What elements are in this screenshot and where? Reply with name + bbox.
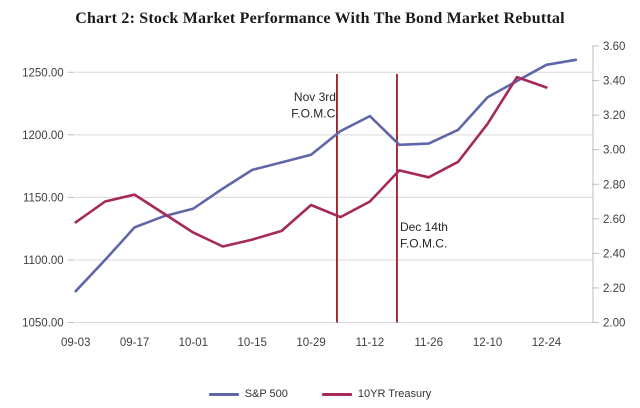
x-axis-tick-label: 11-12 bbox=[356, 337, 385, 349]
sp500-line bbox=[74, 58, 578, 293]
x-axis-tick-label: 10-01 bbox=[179, 337, 208, 349]
treasury-legend-swatch bbox=[321, 392, 352, 396]
treasury-legend-label: 10YR Treasury bbox=[357, 388, 432, 400]
x-axis-tick-label: 10-29 bbox=[296, 337, 325, 349]
right-axis-tick-label: 2.20 bbox=[603, 283, 625, 295]
treasury-line bbox=[74, 75, 548, 248]
right-axis-tick-label: 2.40 bbox=[603, 248, 625, 260]
x-axis-tick-label: 09-03 bbox=[61, 337, 90, 349]
legend: S&P 500 10YR Treasury bbox=[0, 388, 640, 400]
left-axis-tick-label: 1050.00 bbox=[22, 318, 64, 330]
fomc-annotation-label: Nov 3rd bbox=[294, 90, 336, 104]
sp500-legend-swatch bbox=[208, 392, 239, 396]
fomc-annotation-label: F.O.M.C. bbox=[291, 107, 338, 121]
right-axis-tick-label: 3.00 bbox=[603, 145, 625, 157]
right-axis-tick-label: 2.80 bbox=[603, 179, 625, 191]
x-axis-tick-label: 12-24 bbox=[532, 337, 562, 349]
right-axis-tick-label: 3.20 bbox=[603, 110, 625, 122]
right-axis-tick-label: 2.00 bbox=[603, 318, 625, 330]
left-axis-tick-label: 1150.00 bbox=[23, 192, 64, 204]
x-axis-tick-label: 12-10 bbox=[473, 337, 502, 349]
x-axis-tick-label: 11-26 bbox=[414, 337, 443, 349]
x-axis-tick-label: 09-17 bbox=[120, 337, 149, 349]
fomc-annotation-label: Dec 14th bbox=[400, 220, 448, 234]
right-axis-tick-label: 2.60 bbox=[603, 214, 625, 226]
legend-item-10yr-treasury: 10YR Treasury bbox=[321, 388, 432, 400]
left-axis-tick-label: 1250.00 bbox=[22, 67, 64, 79]
right-axis-tick-label: 3.60 bbox=[603, 41, 625, 53]
left-axis-tick-label: 1200.00 bbox=[22, 130, 64, 142]
chart-title: Chart 2: Stock Market Performance With T… bbox=[75, 10, 565, 27]
sp500-legend-label: S&P 500 bbox=[244, 388, 288, 400]
right-axis-tick-label: 3.40 bbox=[603, 76, 625, 88]
legend-item-sp500: S&P 500 bbox=[208, 388, 288, 400]
x-axis-tick-label: 10-15 bbox=[238, 337, 267, 349]
left-axis-tick-label: 1100.00 bbox=[23, 255, 64, 267]
fomc-annotation-label: F.O.M.C. bbox=[400, 237, 447, 251]
